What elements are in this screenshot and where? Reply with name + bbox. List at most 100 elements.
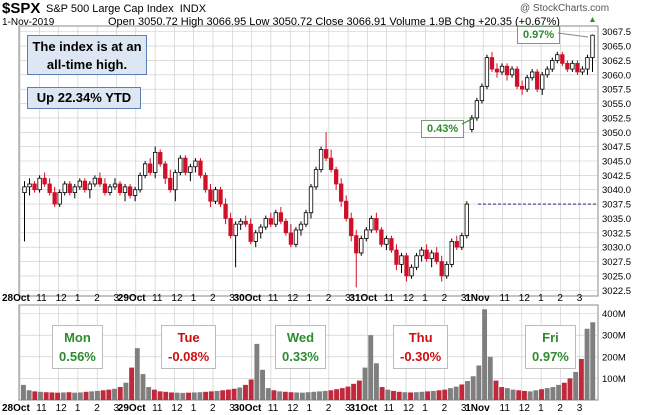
candle-body bbox=[565, 62, 570, 70]
candle-body bbox=[394, 249, 399, 265]
candle-body bbox=[369, 218, 374, 231]
x-tick-label: 11 bbox=[36, 403, 47, 414]
candle-body bbox=[545, 68, 550, 76]
candles bbox=[22, 34, 595, 288]
volume-bar bbox=[408, 392, 414, 400]
volume-bar bbox=[385, 389, 391, 400]
volume-bar bbox=[157, 391, 163, 400]
x-tick-label: 3 bbox=[345, 403, 351, 414]
volume-bar bbox=[339, 388, 345, 400]
candle-body bbox=[117, 183, 123, 193]
volume-bar bbox=[43, 392, 49, 400]
price-tick-label: 3037.5 bbox=[602, 200, 631, 211]
volume-bar bbox=[174, 392, 180, 400]
volume-bar bbox=[391, 390, 396, 400]
candle-body bbox=[459, 235, 464, 248]
x-tick-label: 3 bbox=[461, 293, 467, 304]
volume-bar bbox=[436, 390, 442, 400]
x-tick-label: 11 bbox=[268, 403, 279, 414]
volume-bar bbox=[146, 387, 152, 400]
x-tick-label: 29Oct bbox=[118, 403, 146, 414]
candle-body bbox=[268, 218, 273, 225]
price-tick-label: 3035.0 bbox=[602, 214, 631, 225]
volume-bar bbox=[345, 386, 351, 400]
candle-body bbox=[142, 163, 148, 176]
price-tick-label: 3022.5 bbox=[602, 286, 631, 297]
volume-bar bbox=[208, 391, 214, 400]
volume-bars bbox=[21, 309, 596, 400]
candle-body bbox=[283, 220, 289, 234]
candle-body bbox=[384, 238, 389, 245]
candle-body bbox=[313, 169, 319, 188]
volume-bar bbox=[516, 390, 522, 400]
volume-bar bbox=[328, 390, 334, 400]
volume-bar bbox=[402, 392, 408, 400]
candle-body bbox=[137, 174, 143, 191]
candle-body bbox=[555, 54, 560, 61]
candle-body bbox=[213, 189, 218, 202]
candle-body bbox=[560, 54, 565, 64]
x-tick-label: 1 bbox=[75, 293, 81, 304]
volume-bar bbox=[83, 391, 89, 400]
candle-body bbox=[173, 172, 178, 191]
volume-bar bbox=[32, 391, 38, 400]
volume-bar bbox=[487, 356, 493, 400]
volume-bar bbox=[533, 390, 539, 400]
price-tick-label: 3057.5 bbox=[602, 85, 631, 96]
price-tick-label: 3065.0 bbox=[602, 42, 631, 53]
price-tick-label: 3030.0 bbox=[602, 243, 631, 254]
candle-body bbox=[339, 183, 344, 202]
day-box-mon: Mon 0.56% bbox=[52, 325, 103, 369]
candle-body bbox=[469, 117, 475, 130]
day-box-wed: Wed 0.33% bbox=[275, 325, 326, 369]
volume-bar bbox=[117, 387, 123, 400]
candle-body bbox=[77, 180, 82, 188]
volume-bar bbox=[299, 392, 305, 400]
candle-body bbox=[188, 166, 193, 173]
volume-bar bbox=[72, 392, 78, 400]
volume-bar bbox=[470, 376, 476, 400]
volume-bar bbox=[430, 390, 436, 400]
volume-axis: 100M 200M 300M 400M bbox=[602, 309, 626, 385]
x-tick-label: 31Oct bbox=[349, 293, 377, 304]
candle-body bbox=[158, 151, 163, 165]
volume-bar bbox=[100, 390, 106, 400]
volume-bar bbox=[578, 358, 584, 400]
x-tick-label: 11 bbox=[500, 293, 511, 304]
candle-body bbox=[87, 183, 93, 191]
up-arrow-icon bbox=[590, 17, 595, 22]
day-name: Wed bbox=[286, 330, 315, 345]
x-tick-label: 28Oct bbox=[2, 293, 30, 304]
x-tick-label: 31Oct bbox=[349, 403, 377, 414]
candle-body bbox=[228, 218, 233, 237]
volume-bar bbox=[556, 384, 562, 400]
x-tick-label: 1 bbox=[538, 293, 544, 304]
candle-body bbox=[429, 252, 434, 260]
candle-body bbox=[540, 74, 545, 90]
volume-bar bbox=[66, 392, 72, 400]
volume-bar bbox=[504, 388, 510, 400]
volume-bar bbox=[447, 388, 453, 400]
volume-bar bbox=[322, 390, 328, 400]
candle-body bbox=[379, 229, 384, 245]
day-name: Thu bbox=[408, 330, 433, 345]
day-pct: 0.56% bbox=[59, 349, 96, 364]
candle-body bbox=[414, 255, 419, 268]
volume-bar bbox=[140, 374, 146, 400]
volume-bar bbox=[254, 343, 260, 400]
candle-body bbox=[57, 192, 62, 205]
candle-body bbox=[183, 157, 188, 173]
date: 1-Nov-2019 bbox=[2, 17, 55, 28]
exchange: INDX bbox=[179, 3, 207, 15]
volume-bar bbox=[277, 391, 283, 400]
volume-bar bbox=[459, 384, 465, 400]
candle-body bbox=[248, 223, 253, 242]
candle-body bbox=[404, 255, 409, 277]
candle-body bbox=[193, 160, 198, 168]
x-tick-label: 12 bbox=[519, 403, 531, 414]
volume-bar bbox=[225, 389, 231, 400]
volume-bar bbox=[243, 384, 248, 400]
candle-body bbox=[208, 189, 213, 202]
candle-body bbox=[354, 235, 359, 254]
volume-bar bbox=[476, 365, 482, 400]
